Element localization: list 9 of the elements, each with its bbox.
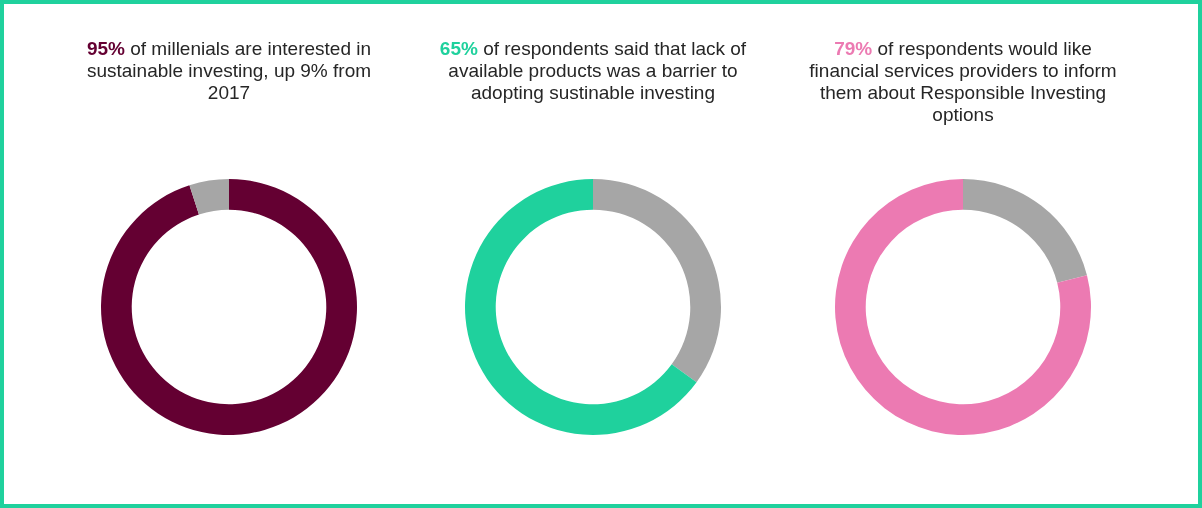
chart-title: 79% of respondents would like financial services providers to inform them about Responsible Investing options [808, 38, 1118, 126]
chart-title: 65% of respondents said that lack of available products was a barrier to adopting sustinable investing [438, 38, 748, 104]
donut-slice [593, 179, 721, 383]
donut-slice [835, 179, 1091, 435]
donut-slice [465, 179, 697, 435]
donut-slice [963, 179, 1087, 283]
donut-slice [189, 179, 229, 215]
donut-slice [101, 179, 357, 435]
chart-title: 95% of millenials are interested in sustainable investing, up 9% from 2017 [85, 38, 373, 104]
